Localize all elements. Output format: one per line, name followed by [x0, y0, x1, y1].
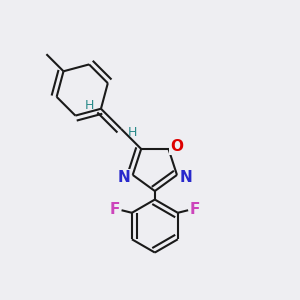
Text: O: O [170, 139, 183, 154]
Text: F: F [110, 202, 120, 217]
Text: N: N [117, 170, 130, 185]
Text: H: H [85, 99, 94, 112]
Text: H: H [128, 126, 137, 139]
Text: F: F [189, 202, 200, 217]
Text: N: N [180, 170, 192, 185]
